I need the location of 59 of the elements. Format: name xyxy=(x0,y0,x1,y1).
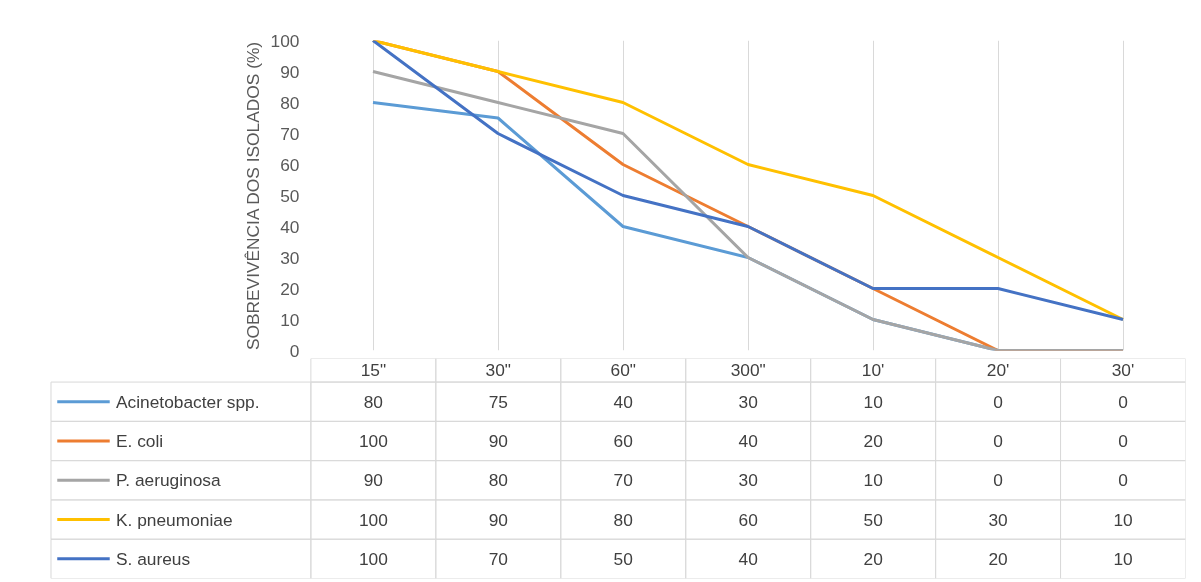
data-label: 70 xyxy=(488,548,508,569)
data-label: 100 xyxy=(358,548,388,569)
data-label: 30 xyxy=(738,470,758,491)
data-label: 80 xyxy=(363,391,383,412)
data-label: 100 xyxy=(358,431,388,451)
y-tick-label: 20 xyxy=(280,278,300,299)
data-label: 0 xyxy=(1118,470,1128,491)
data-label: 30 xyxy=(738,391,758,412)
data-label: 10 xyxy=(1113,548,1133,569)
y-tick-label: 90 xyxy=(280,61,300,82)
legend-label: K. pneumoniae xyxy=(115,509,233,530)
data-label: 30 xyxy=(988,509,1008,530)
data-label: 10 xyxy=(1113,509,1133,530)
x-tick-label: 300" xyxy=(730,360,766,381)
data-label: 40 xyxy=(738,431,758,451)
legend-label: E. coli xyxy=(115,431,164,451)
data-label: 75 xyxy=(488,391,508,412)
y-tick-label: 100 xyxy=(270,30,300,51)
data-label: 20 xyxy=(863,548,883,569)
data-label: 10 xyxy=(863,470,883,491)
data-label: 90 xyxy=(363,470,383,491)
x-tick-label: 30" xyxy=(485,360,512,381)
legend-label: P. aeruginosa xyxy=(115,470,222,491)
x-tick-label: 60" xyxy=(610,360,636,381)
x-tick-label: 15" xyxy=(360,360,387,381)
y-axis-title: SOBREVIVÊNCIA DOS ISOLADOS (%) xyxy=(242,41,263,351)
x-tick-label: 10' xyxy=(861,360,885,381)
data-label: 0 xyxy=(993,431,1003,451)
data-label: 100 xyxy=(358,509,388,530)
data-label: 50 xyxy=(613,548,633,569)
y-tick-label: 80 xyxy=(280,92,300,113)
data-label: 60 xyxy=(613,431,633,451)
data-label: 0 xyxy=(1118,431,1128,451)
y-tick-label: 30 xyxy=(280,247,300,268)
data-label: 80 xyxy=(613,509,633,530)
data-label: 40 xyxy=(613,391,633,412)
x-tick-label: 30' xyxy=(1111,360,1135,381)
y-tick-label: 60 xyxy=(280,154,300,175)
data-label: 0 xyxy=(993,470,1003,491)
y-tick-label: 50 xyxy=(280,185,300,206)
data-label: 50 xyxy=(863,509,883,530)
y-tick-label: 10 xyxy=(280,309,300,330)
data-label: 80 xyxy=(488,470,508,491)
y-tick-label: 0 xyxy=(289,340,300,361)
data-label: 10 xyxy=(863,391,883,412)
y-tick-label: 40 xyxy=(280,216,300,237)
data-label: 60 xyxy=(738,509,758,530)
data-label: 90 xyxy=(488,431,508,451)
data-label: 0 xyxy=(1118,391,1128,412)
data-label: 20 xyxy=(988,548,1008,569)
data-label: 20 xyxy=(863,431,883,451)
legend-label: Acinetobacter spp. xyxy=(115,391,260,412)
x-tick-label: 20' xyxy=(986,360,1010,381)
data-label: 70 xyxy=(613,470,633,491)
data-label: 90 xyxy=(488,509,508,530)
data-label: 0 xyxy=(993,391,1003,412)
y-tick-label: 70 xyxy=(280,123,300,144)
legend-label: S. aureus xyxy=(115,548,191,569)
data-label: 40 xyxy=(738,548,758,569)
